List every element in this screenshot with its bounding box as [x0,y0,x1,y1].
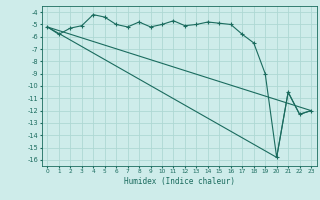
X-axis label: Humidex (Indice chaleur): Humidex (Indice chaleur) [124,177,235,186]
